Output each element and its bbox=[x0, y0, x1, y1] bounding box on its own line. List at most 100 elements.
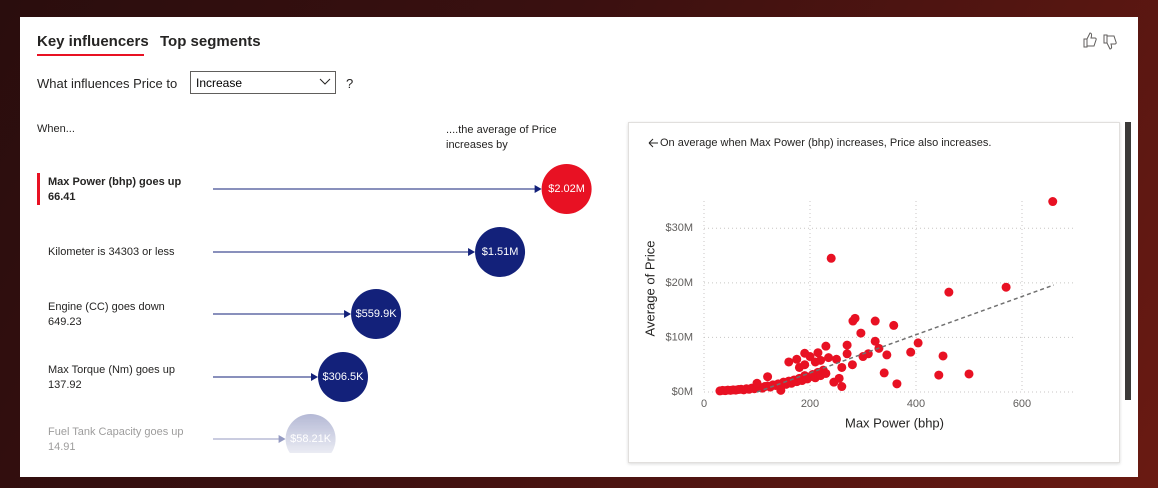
dropdown-value: Increase bbox=[196, 76, 243, 90]
influencer-text: Max Power (bhp) goes up bbox=[48, 176, 182, 188]
influence-bubble bbox=[285, 414, 336, 453]
influence-bubble bbox=[475, 227, 526, 277]
influencer-text: Fuel Tank Capacity goes up bbox=[48, 426, 184, 438]
scatter-point bbox=[832, 354, 841, 364]
scatter-point bbox=[1001, 282, 1011, 292]
chevron bbox=[319, 78, 331, 85]
influence-label: $559.9K bbox=[356, 308, 398, 320]
scatter-point bbox=[934, 370, 944, 380]
detail-card: On average when Max Power (bhp) increase… bbox=[628, 122, 1120, 463]
scatter-point bbox=[837, 382, 847, 392]
question-suffix: ? bbox=[346, 76, 354, 91]
scatter-point bbox=[879, 368, 889, 378]
feedback-icons bbox=[1083, 32, 1117, 50]
scatter-chart: On average when Max Power (bhp) increase… bbox=[642, 137, 1075, 430]
influencer-text: Engine (CC) goes down bbox=[48, 301, 165, 313]
scatter-point bbox=[906, 347, 916, 357]
influencer-list: Max Power (bhp) goes up 66.41 $2.02M Kilome… bbox=[20, 157, 620, 453]
selected-indicator bbox=[37, 173, 40, 205]
thumbs-up[interactable] bbox=[1083, 32, 1097, 48]
tab-key-influencers[interactable]: Key influencers bbox=[37, 33, 149, 50]
scatter-point bbox=[821, 341, 831, 351]
x-tick-label: 600 bbox=[1013, 398, 1031, 410]
influence-label: $306.5K bbox=[323, 371, 365, 383]
influencer-detail: 649.23 bbox=[48, 316, 82, 328]
influencer-row[interactable]: Max Power (bhp) goes up 66.41 $2.02M bbox=[37, 164, 592, 214]
scatter-point bbox=[842, 340, 852, 350]
influencer-row[interactable]: Engine (CC) goes down 649.23 $559.9K bbox=[48, 289, 402, 339]
scrollbar bbox=[1125, 122, 1131, 400]
x-tick-label: 400 bbox=[907, 398, 925, 410]
influencer-text: Kilometer is 34303 or less bbox=[48, 246, 175, 258]
scatter-point bbox=[870, 316, 880, 326]
scatter-point bbox=[944, 287, 954, 297]
scatter-point bbox=[824, 353, 834, 363]
scatter-point bbox=[842, 349, 852, 359]
influence-label: $1.51M bbox=[482, 246, 519, 258]
scatter-point bbox=[913, 338, 923, 348]
key-influencers-visual: Key influencers Top segments What influe… bbox=[20, 17, 1138, 477]
influence-label: $2.02M bbox=[548, 183, 585, 195]
influencer-text: Max Torque (Nm) goes up bbox=[48, 364, 175, 376]
influencer-row[interactable]: Fuel Tank Capacity goes up 14.91 $58.21K bbox=[48, 414, 336, 453]
scatter-point bbox=[821, 368, 831, 378]
column-right-header: ....the average of Price increases by bbox=[446, 124, 557, 151]
influencer-detail: 137.92 bbox=[48, 379, 82, 391]
influencer-svg: Max Power (bhp) goes up 66.41 $2.02M Kilome… bbox=[37, 164, 592, 453]
influencer-detail: 66.41 bbox=[48, 191, 76, 203]
influencer-row[interactable]: Max Torque (Nm) goes up 137.92 $306.5K bbox=[48, 352, 368, 402]
scatter-point bbox=[792, 354, 802, 364]
scatter-point bbox=[813, 348, 823, 358]
scatter-point bbox=[763, 372, 773, 382]
x-tick-label: 0 bbox=[701, 398, 707, 410]
arrowhead bbox=[310, 373, 318, 381]
tab-top-segments[interactable]: Top segments bbox=[160, 33, 261, 50]
arrowhead bbox=[468, 248, 476, 256]
scatter-point bbox=[816, 355, 826, 365]
scatter-point bbox=[800, 360, 810, 370]
scatter-point bbox=[889, 320, 899, 330]
scatter-point bbox=[938, 351, 948, 361]
scatter-point bbox=[882, 350, 892, 360]
scatter-point bbox=[847, 360, 857, 370]
influencer-row[interactable]: Kilometer is 34303 or less $1.51M bbox=[48, 227, 526, 277]
influence-bubble bbox=[317, 352, 368, 402]
tab-underline bbox=[37, 54, 144, 56]
influence-bubble bbox=[541, 164, 592, 214]
dropdown[interactable]: Increase bbox=[190, 71, 336, 94]
back-arrow[interactable] bbox=[648, 138, 658, 148]
influencer-detail: 14.91 bbox=[48, 441, 76, 453]
scatter-point bbox=[837, 362, 847, 372]
scatter-point bbox=[856, 328, 866, 338]
scatter-point bbox=[800, 348, 810, 358]
scatter-point bbox=[858, 352, 868, 362]
scatter-point bbox=[1048, 197, 1058, 207]
chart-title: On average when Max Power (bhp) increase… bbox=[660, 137, 991, 149]
arrowhead bbox=[278, 435, 286, 443]
arrowhead bbox=[534, 185, 542, 193]
x-axis-label: Max Power (bhp) bbox=[845, 415, 944, 430]
thumbs-down[interactable] bbox=[1103, 34, 1117, 50]
trend-line bbox=[756, 284, 1055, 393]
y-tick-label: $30M bbox=[665, 222, 693, 234]
scatter-point bbox=[776, 385, 786, 395]
influence-bubble bbox=[351, 289, 402, 339]
scatter-point bbox=[784, 357, 794, 367]
scatter-point bbox=[826, 253, 836, 263]
y-axis-label: Average of Price bbox=[642, 241, 657, 337]
question-prefix: What influences Price to bbox=[37, 76, 178, 91]
scatter-point bbox=[964, 369, 974, 379]
scatter-point bbox=[752, 378, 762, 388]
x-tick-label: 200 bbox=[801, 398, 819, 410]
y-tick-label: $0M bbox=[672, 386, 693, 398]
scatter-point bbox=[870, 336, 880, 346]
scatter-point bbox=[892, 379, 902, 389]
arrowhead bbox=[344, 310, 352, 318]
y-tick-label: $10M bbox=[665, 331, 693, 343]
scatter-point bbox=[834, 373, 844, 383]
scatter-point bbox=[850, 313, 860, 323]
column-left-header: When... bbox=[37, 123, 75, 135]
influence-label: $58.21K bbox=[290, 433, 332, 445]
y-tick-label: $20M bbox=[665, 277, 693, 289]
